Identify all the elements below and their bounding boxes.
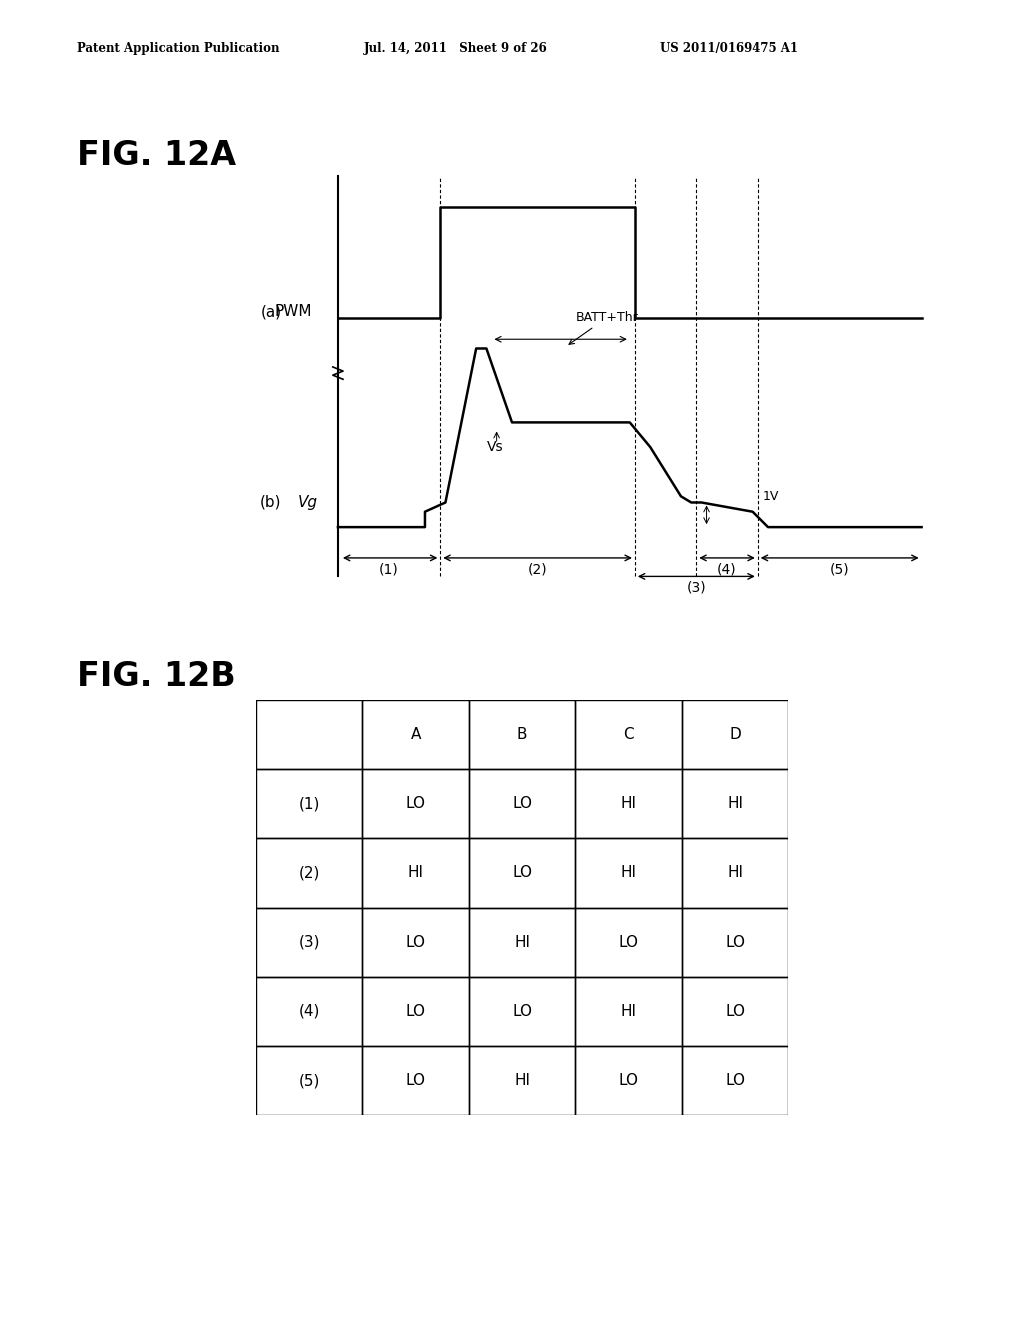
- Bar: [682, 768, 788, 838]
- Bar: [682, 908, 788, 977]
- Text: HI: HI: [621, 796, 637, 810]
- Text: FIG. 12B: FIG. 12B: [77, 660, 236, 693]
- Bar: [469, 838, 575, 908]
- Text: HI: HI: [408, 866, 424, 880]
- Bar: [682, 1045, 788, 1115]
- Text: BATT+Thr: BATT+Thr: [569, 310, 639, 345]
- Bar: [362, 838, 469, 908]
- Bar: [256, 977, 362, 1045]
- Text: LO: LO: [512, 866, 532, 880]
- Text: HI: HI: [727, 866, 743, 880]
- Text: FIG. 12A: FIG. 12A: [77, 139, 236, 172]
- Bar: [362, 977, 469, 1045]
- Bar: [362, 908, 469, 977]
- Text: C: C: [624, 727, 634, 742]
- Text: (3): (3): [686, 581, 707, 595]
- Bar: [575, 977, 682, 1045]
- Text: LO: LO: [618, 935, 639, 949]
- Text: LO: LO: [406, 1005, 426, 1019]
- Bar: [469, 1045, 575, 1115]
- Bar: [469, 700, 575, 768]
- Text: HI: HI: [727, 796, 743, 810]
- Text: LO: LO: [725, 1005, 745, 1019]
- Text: B: B: [517, 727, 527, 742]
- Bar: [575, 908, 682, 977]
- Text: HI: HI: [621, 1005, 637, 1019]
- Bar: [575, 838, 682, 908]
- Bar: [469, 977, 575, 1045]
- Text: Vg: Vg: [297, 495, 317, 510]
- Text: LO: LO: [512, 796, 532, 810]
- Text: Patent Application Publication: Patent Application Publication: [77, 42, 280, 55]
- Text: (5): (5): [299, 1073, 319, 1088]
- Text: Jul. 14, 2011   Sheet 9 of 26: Jul. 14, 2011 Sheet 9 of 26: [364, 42, 547, 55]
- Text: (a): (a): [260, 304, 282, 319]
- Bar: [256, 908, 362, 977]
- Bar: [682, 977, 788, 1045]
- Text: (2): (2): [527, 562, 548, 577]
- Bar: [575, 700, 682, 768]
- Text: (1): (1): [379, 562, 399, 577]
- Text: LO: LO: [406, 935, 426, 949]
- Text: US 2011/0169475 A1: US 2011/0169475 A1: [660, 42, 799, 55]
- Text: LO: LO: [725, 935, 745, 949]
- Text: (2): (2): [299, 866, 319, 880]
- Text: D: D: [729, 727, 741, 742]
- Bar: [256, 1045, 362, 1115]
- Bar: [362, 1045, 469, 1115]
- Text: (4): (4): [299, 1005, 319, 1019]
- Bar: [256, 700, 362, 768]
- Text: LO: LO: [725, 1073, 745, 1088]
- Text: HI: HI: [514, 1073, 530, 1088]
- Bar: [256, 838, 362, 908]
- Bar: [575, 1045, 682, 1115]
- Text: PWM: PWM: [274, 304, 312, 319]
- Text: Vs: Vs: [486, 440, 503, 454]
- Text: (3): (3): [299, 935, 319, 949]
- Text: (5): (5): [829, 562, 850, 577]
- Bar: [682, 838, 788, 908]
- Text: LO: LO: [406, 1073, 426, 1088]
- Text: 1V: 1V: [763, 490, 779, 503]
- Bar: [575, 768, 682, 838]
- Bar: [682, 700, 788, 768]
- Bar: [362, 700, 469, 768]
- Text: HI: HI: [621, 866, 637, 880]
- Text: HI: HI: [514, 935, 530, 949]
- Bar: [469, 768, 575, 838]
- Text: LO: LO: [406, 796, 426, 810]
- Text: LO: LO: [512, 1005, 532, 1019]
- Text: (4): (4): [717, 562, 737, 577]
- Text: A: A: [411, 727, 421, 742]
- Text: (1): (1): [299, 796, 319, 810]
- Text: LO: LO: [618, 1073, 639, 1088]
- Bar: [469, 908, 575, 977]
- Text: (b): (b): [260, 495, 282, 510]
- Bar: [256, 768, 362, 838]
- Bar: [362, 768, 469, 838]
